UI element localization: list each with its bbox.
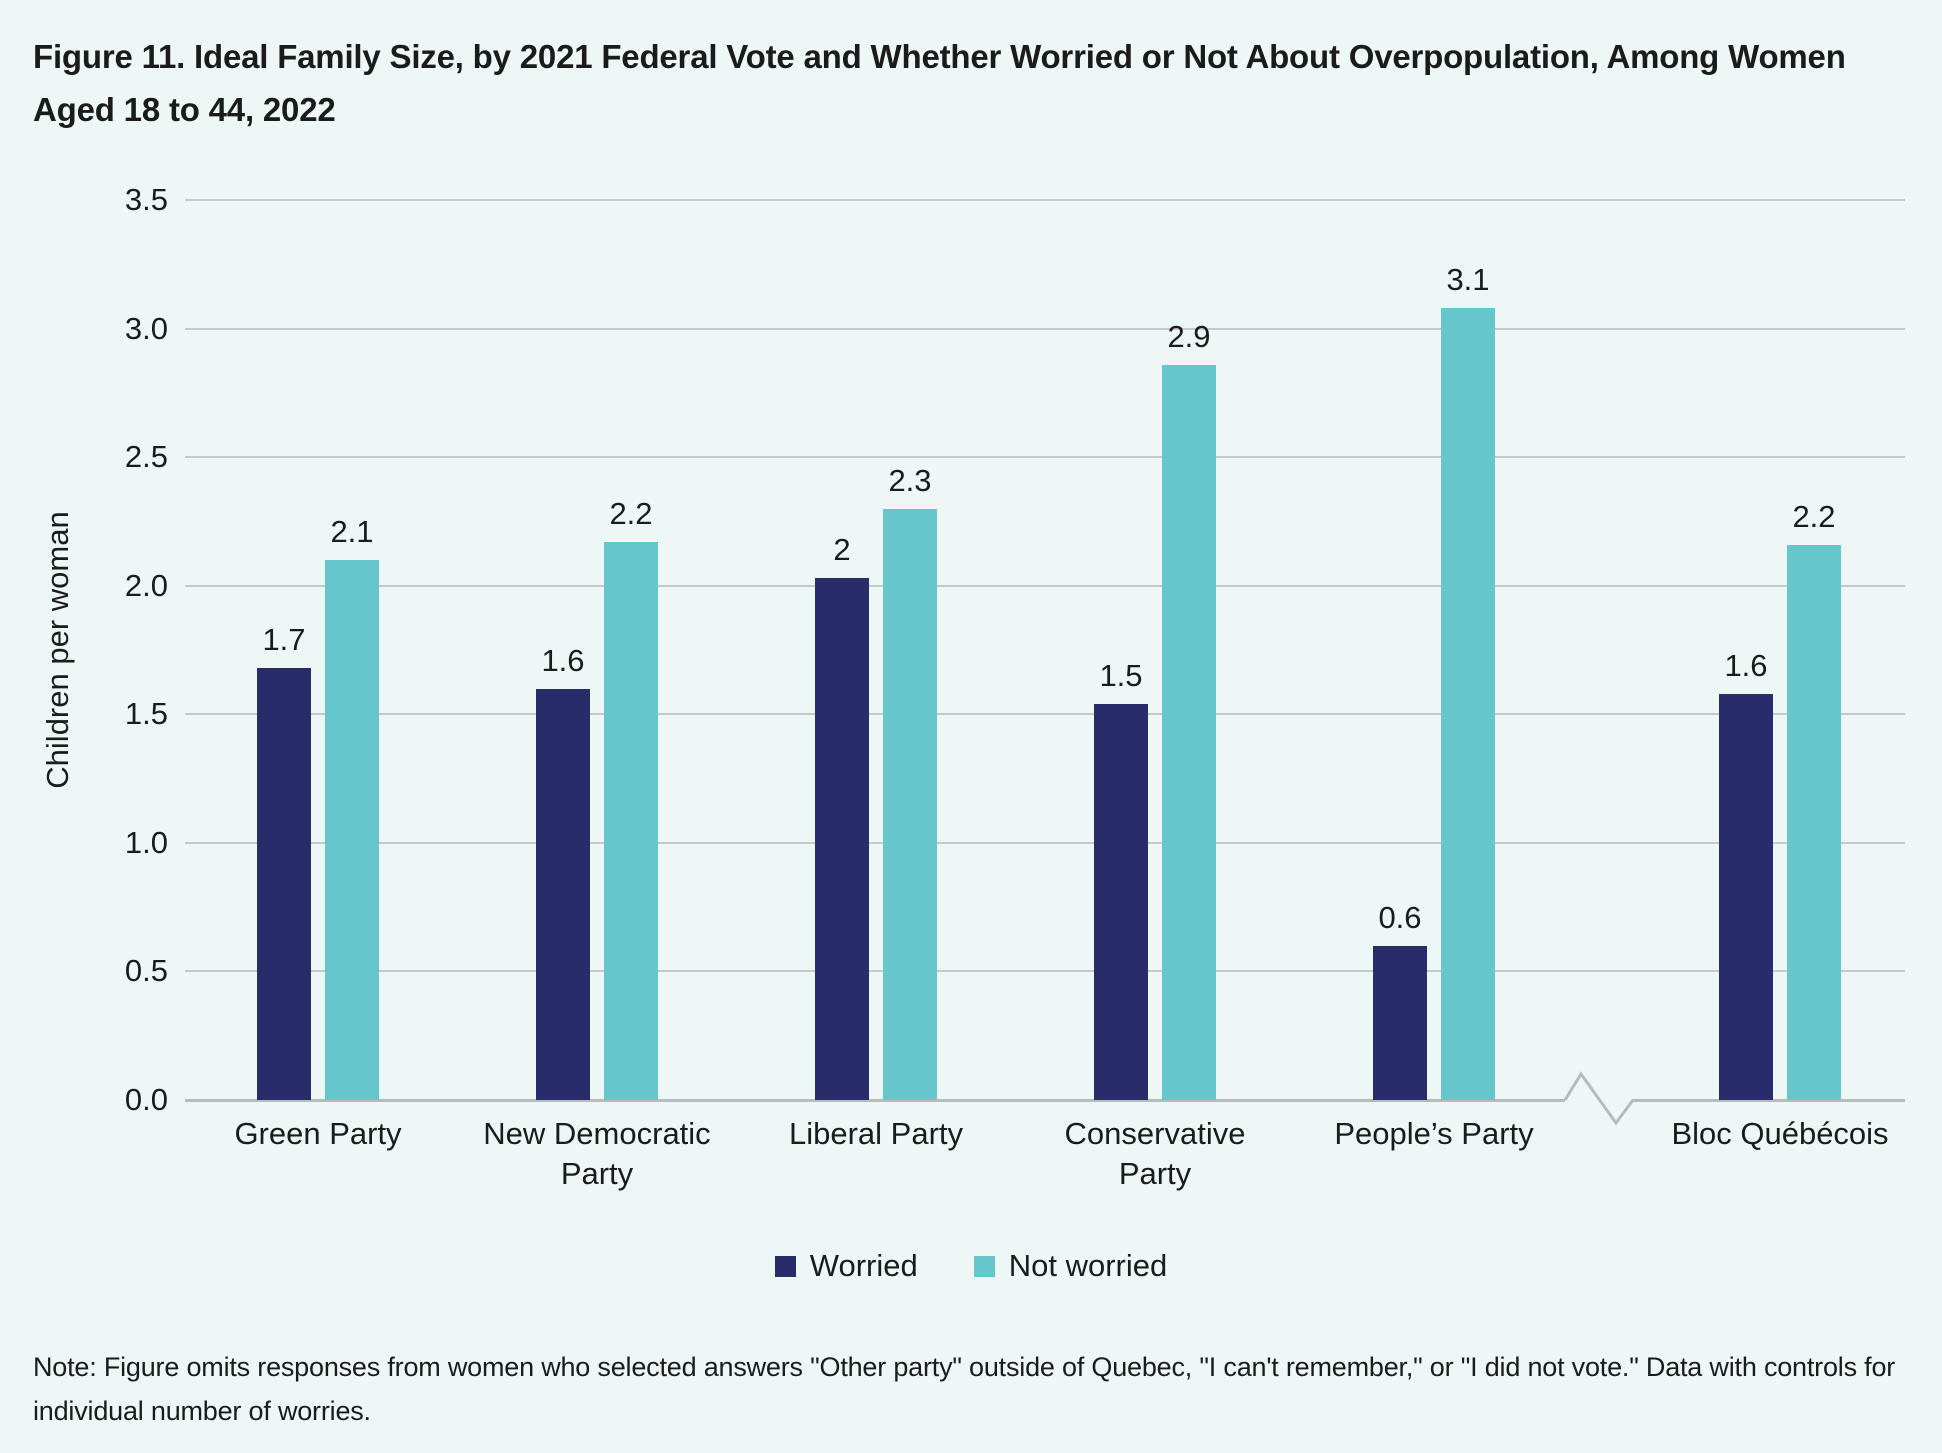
- gridline: [185, 713, 1905, 715]
- bar-not-worried: [1787, 545, 1841, 1100]
- y-axis-tick-label: 1.0: [124, 825, 168, 860]
- x-axis-label: Bloc Québécois: [1671, 1116, 1889, 1151]
- y-axis-tick-label: 2.5: [124, 439, 168, 474]
- y-axis-tick-label: 0.0: [124, 1082, 168, 1117]
- legend-item: Not worried: [973, 1248, 1168, 1284]
- y-axis-title: Children per woman: [40, 511, 75, 789]
- bar-worried: [1719, 694, 1773, 1100]
- bar-not-worried: [1162, 365, 1216, 1100]
- x-axis-label: People’s Party: [1334, 1116, 1534, 1151]
- bar-value-label: 2.1: [330, 514, 374, 549]
- y-axis-tick-label: 3.5: [124, 182, 168, 217]
- gridline: [185, 199, 1905, 201]
- bar-not-worried: [1441, 308, 1495, 1100]
- gridline: [185, 585, 1905, 587]
- bar-value-label: 0.6: [1378, 900, 1422, 935]
- figure-note: Note: Figure omits responses from women …: [33, 1352, 1896, 1426]
- bar-worried: [1373, 946, 1427, 1100]
- bar-value-label: 2.2: [609, 496, 653, 531]
- legend-label: Worried: [809, 1248, 918, 1283]
- y-axis-tick-label: 3.0: [124, 311, 168, 346]
- x-axis-label: Green Party: [234, 1116, 402, 1151]
- bar-value-label: 1.7: [262, 622, 306, 657]
- y-axis-tick-label: 2.0: [124, 568, 168, 603]
- legend-swatch: [973, 1255, 995, 1277]
- bar-not-worried: [883, 509, 937, 1100]
- legend: Worried Not worried: [0, 1248, 1942, 1284]
- legend-label: Not worried: [1008, 1248, 1168, 1283]
- x-axis-label: New Democratic Party: [483, 1116, 711, 1192]
- bar-value-label: 2.9: [1167, 319, 1211, 354]
- gridline: [185, 328, 1905, 330]
- gridline: [185, 970, 1905, 972]
- x-axis-baseline: [1632, 1099, 1905, 1102]
- bar-worried: [536, 689, 590, 1100]
- figure-title: Figure 11. Ideal Family Size, by 2021 Fe…: [33, 38, 1846, 129]
- bar-not-worried: [604, 542, 658, 1100]
- legend-item: Worried: [774, 1248, 918, 1284]
- bar-value-label: 2: [833, 532, 851, 567]
- bar-not-worried: [325, 560, 379, 1100]
- x-axis-label: Conservative Party: [1064, 1116, 1246, 1192]
- bar-value-label: 3.1: [1446, 262, 1490, 297]
- gridline: [185, 456, 1905, 458]
- gridline: [185, 842, 1905, 844]
- bar-worried: [815, 578, 869, 1100]
- bar-value-label: 1.6: [541, 643, 585, 678]
- y-axis-tick-label: 1.5: [124, 696, 168, 731]
- bar-value-label: 1.6: [1724, 648, 1768, 683]
- x-axis-label: Liberal Party: [788, 1116, 964, 1151]
- axis-break-icon: [1563, 1071, 1635, 1126]
- bar-worried: [257, 668, 311, 1100]
- bar-value-label: 2.3: [888, 463, 932, 498]
- bar-value-label: 1.5: [1099, 658, 1143, 693]
- y-axis-tick-label: 0.5: [124, 953, 168, 988]
- bar-value-label: 2.2: [1792, 499, 1836, 534]
- x-axis-baseline: [185, 1099, 1565, 1102]
- legend-swatch: [774, 1255, 796, 1277]
- bar-worried: [1094, 704, 1148, 1100]
